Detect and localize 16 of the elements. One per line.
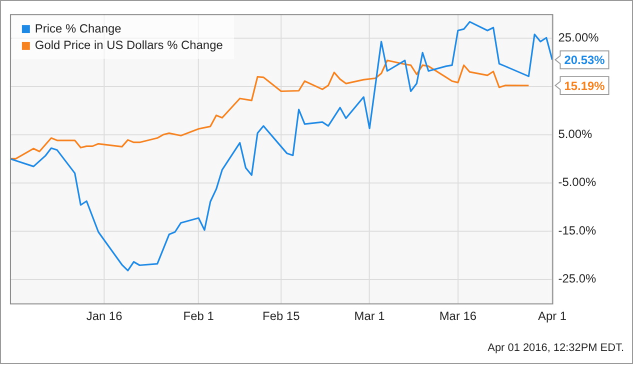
x-tick-label: Mar 1 bbox=[354, 308, 386, 323]
annotation: 15.19% bbox=[564, 78, 606, 93]
x-tick-label: Apr 1 bbox=[538, 308, 567, 323]
y-tick-label: -25.0% bbox=[558, 272, 596, 286]
text: Apr 01 2016, 12:32PM EDT. bbox=[488, 342, 624, 354]
y-tick-label: 25.00% bbox=[558, 30, 600, 45]
x-tick-label: Feb 15 bbox=[262, 308, 300, 323]
x-tick-label: Feb 1 bbox=[183, 308, 214, 323]
y-tick-label: 5.00% bbox=[558, 126, 593, 141]
y-tick-label: -15.0% bbox=[558, 223, 596, 238]
legend-label: Gold Price in US Dollars % Change bbox=[34, 38, 224, 52]
annotation: 20.53% bbox=[564, 53, 606, 68]
y-tick-label: -5.00% bbox=[558, 175, 596, 190]
x-tick-label: Jan 16 bbox=[86, 308, 123, 323]
legend-label: Price % Change bbox=[34, 21, 122, 36]
x-tick-label: Mar 16 bbox=[439, 308, 477, 323]
